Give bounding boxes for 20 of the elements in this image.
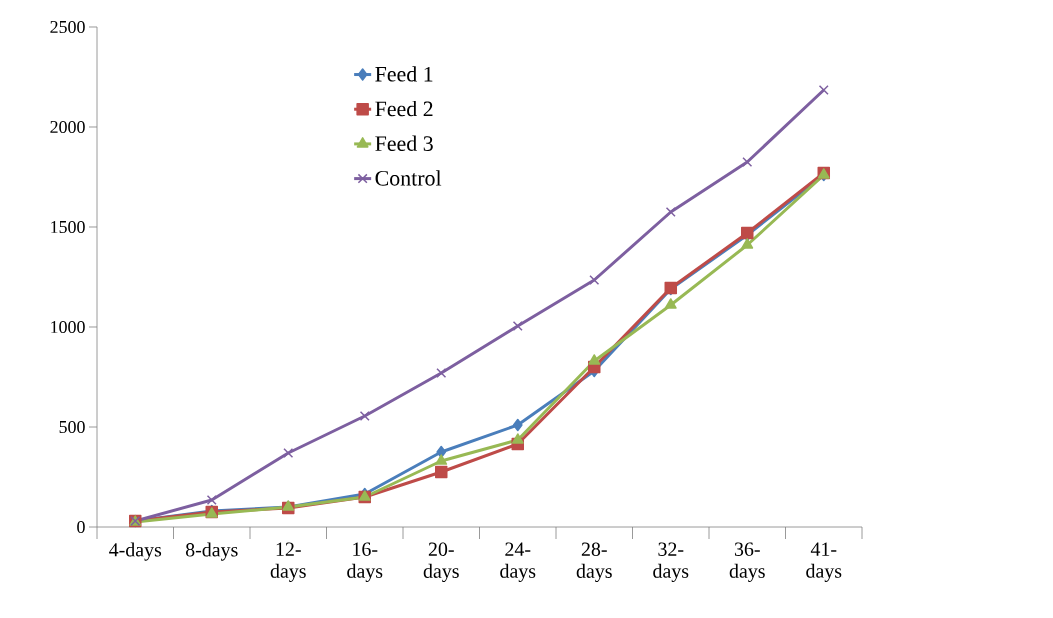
- x-tick-label: 20-days: [423, 542, 459, 582]
- legend-label: Feed 3: [375, 135, 433, 151]
- legend-label: Feed 2: [375, 100, 433, 117]
- x-tick-label: 4-days: [109, 542, 162, 561]
- y-tick-label: 2000: [50, 120, 85, 134]
- x-tick-label: 16-days: [347, 542, 383, 582]
- y-tick-label: 1500: [51, 220, 85, 234]
- y-tick-label: 500: [59, 420, 85, 434]
- y-tick-label: 1000: [51, 320, 85, 334]
- y-tick-label: 0: [77, 520, 85, 534]
- x-tick-label: 32-days: [653, 542, 689, 582]
- x-tick-label: 41-days: [806, 542, 842, 582]
- x-tick-label: 24-days: [500, 542, 536, 582]
- x-tick-label: 36-days: [729, 542, 765, 582]
- x-tick-label: 28-days: [576, 542, 612, 582]
- y-tick-label: 2500: [50, 20, 85, 34]
- legend-label: Feed 1: [375, 66, 433, 82]
- x-tick-label: 12-days: [270, 542, 306, 582]
- legend-label: Control: [375, 170, 442, 186]
- x-tick-label: 8-days: [185, 542, 238, 561]
